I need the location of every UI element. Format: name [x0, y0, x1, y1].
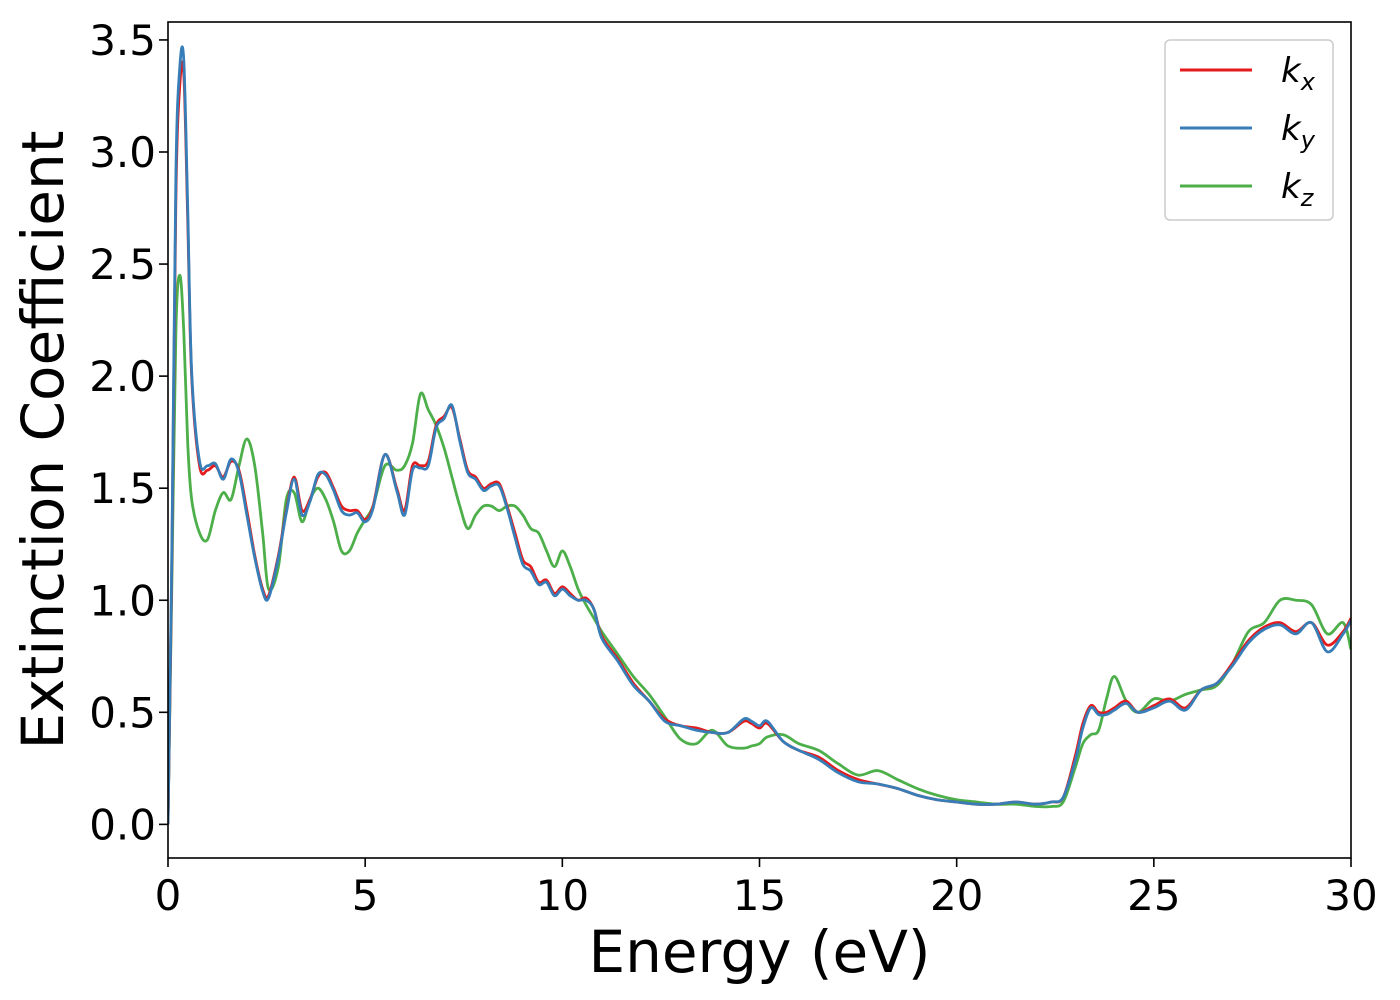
legend-label-subscript: x: [1300, 68, 1316, 96]
y-tick-label: 3.0: [89, 128, 156, 177]
legend-box: [1164, 39, 1334, 221]
y-tick-label: 2.0: [89, 352, 156, 401]
y-tick-label: 3.5: [89, 16, 156, 65]
legend-label: kz: [1281, 167, 1315, 212]
y-tick-label: 1.5: [89, 464, 156, 513]
x-tick-label: 0: [155, 871, 182, 920]
x-tick-label: 30: [1324, 871, 1377, 920]
legend-label-base: k: [1281, 51, 1302, 91]
series-line-ky: [168, 45, 1351, 825]
legend-label: kx: [1281, 51, 1316, 96]
x-tick-label: 20: [930, 871, 983, 920]
series-layer: [168, 45, 1351, 825]
legend-label-base: k: [1281, 109, 1302, 149]
y-axis-title: Extinction Coefficient: [9, 131, 77, 750]
x-tick-label: 10: [536, 871, 589, 920]
x-tick-label: 15: [733, 871, 786, 920]
y-tick-label: 0.0: [89, 800, 156, 849]
x-tick-label: 5: [352, 871, 379, 920]
legend-label-subscript: y: [1300, 126, 1316, 154]
legend-label-subscript: z: [1300, 184, 1315, 212]
x-tick-label: 25: [1127, 871, 1180, 920]
y-tick-label: 2.5: [89, 240, 156, 289]
x-axis-title: Energy (eV): [588, 918, 930, 986]
legend-label-base: k: [1281, 167, 1302, 207]
y-tick-label: 0.5: [89, 688, 156, 737]
legend-label: ky: [1281, 109, 1316, 154]
y-axis-ticks: 0.0 0.5 1.0 1.5 2.0 2.5 3.0 3.5: [89, 16, 168, 849]
x-axis-ticks: 0 5 10 15 20 25 30: [155, 858, 1378, 920]
y-tick-label: 1.0: [89, 576, 156, 625]
